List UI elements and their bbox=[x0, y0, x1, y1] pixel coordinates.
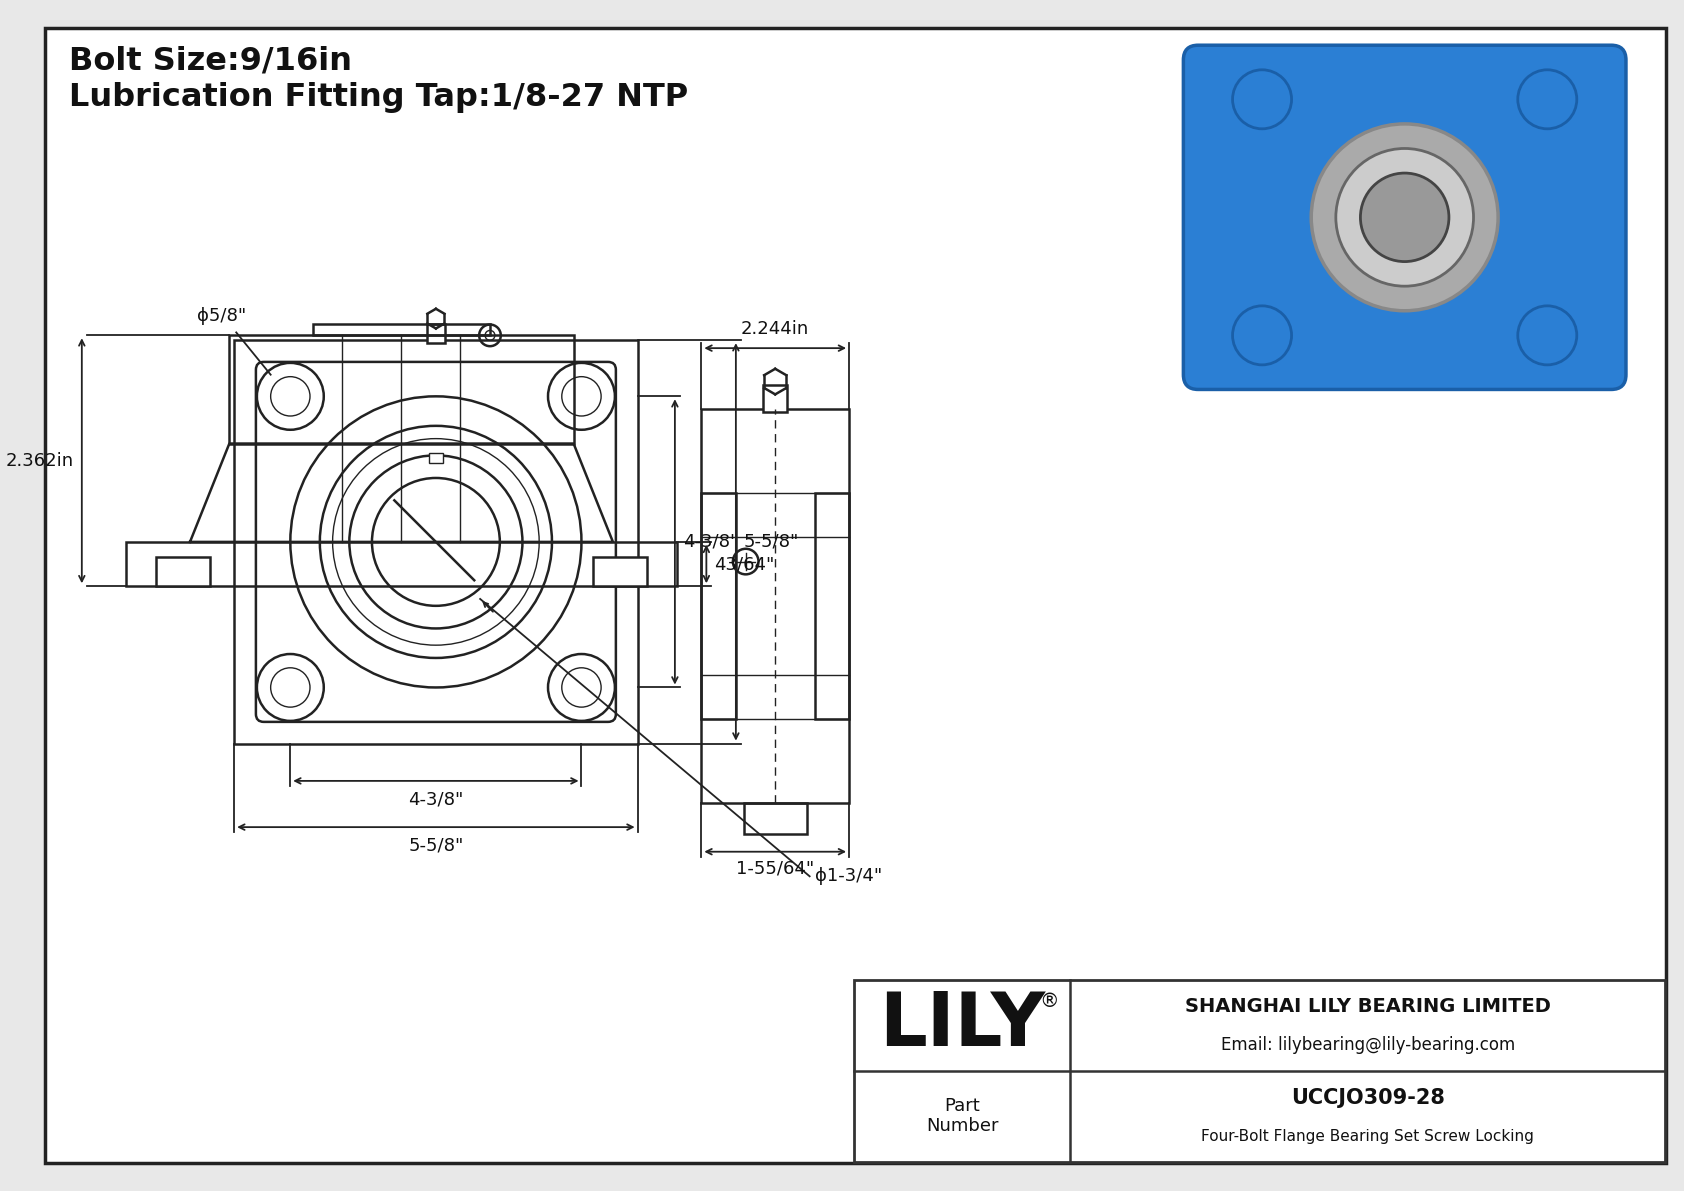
Bar bbox=[155, 556, 210, 586]
Circle shape bbox=[1312, 124, 1499, 311]
Circle shape bbox=[1361, 173, 1448, 262]
Bar bbox=[593, 556, 647, 586]
Text: 43/64": 43/64" bbox=[714, 555, 775, 573]
Bar bbox=[815, 493, 849, 719]
Bar bbox=[229, 336, 574, 443]
Bar bbox=[428, 324, 445, 343]
Bar bbox=[429, 454, 443, 463]
Circle shape bbox=[1335, 149, 1474, 286]
Text: LILY: LILY bbox=[879, 989, 1046, 1061]
Circle shape bbox=[1233, 70, 1292, 129]
Text: Part
Number: Part Number bbox=[926, 1097, 999, 1135]
Bar bbox=[313, 324, 490, 336]
Text: 5-5/8": 5-5/8" bbox=[408, 837, 463, 855]
Text: Four-Bolt Flange Bearing Set Screw Locking: Four-Bolt Flange Bearing Set Screw Locki… bbox=[1201, 1129, 1534, 1143]
Text: ϕ5/8": ϕ5/8" bbox=[197, 306, 246, 324]
Bar bbox=[854, 979, 1665, 1161]
Bar bbox=[702, 493, 736, 719]
Circle shape bbox=[1233, 306, 1292, 364]
Bar bbox=[234, 341, 638, 743]
Text: 1-55/64": 1-55/64" bbox=[736, 860, 815, 878]
Text: Email: lilybearing@lily-bearing.com: Email: lilybearing@lily-bearing.com bbox=[1221, 1036, 1516, 1054]
Text: 2.244in: 2.244in bbox=[741, 320, 810, 338]
Text: UCCJO309-28: UCCJO309-28 bbox=[1292, 1087, 1445, 1108]
Bar bbox=[702, 410, 849, 803]
Text: 2.362in: 2.362in bbox=[5, 451, 74, 469]
Text: 5-5/8": 5-5/8" bbox=[744, 532, 800, 551]
Bar bbox=[126, 542, 677, 586]
Circle shape bbox=[1517, 306, 1576, 364]
FancyBboxPatch shape bbox=[1184, 45, 1627, 389]
Text: ϕ1-3/4": ϕ1-3/4" bbox=[815, 867, 882, 885]
Text: 4-3/8": 4-3/8" bbox=[682, 532, 738, 551]
Bar bbox=[744, 803, 807, 834]
Bar bbox=[763, 385, 786, 412]
Text: 4-3/8": 4-3/8" bbox=[408, 791, 463, 809]
Text: Bolt Size:9/16in: Bolt Size:9/16in bbox=[69, 45, 352, 76]
Circle shape bbox=[1517, 70, 1576, 129]
Text: ®: ® bbox=[1039, 992, 1059, 1011]
Text: Lubrication Fitting Tap:1/8-27 NTP: Lubrication Fitting Tap:1/8-27 NTP bbox=[69, 82, 689, 113]
Text: SHANGHAI LILY BEARING LIMITED: SHANGHAI LILY BEARING LIMITED bbox=[1186, 997, 1551, 1016]
